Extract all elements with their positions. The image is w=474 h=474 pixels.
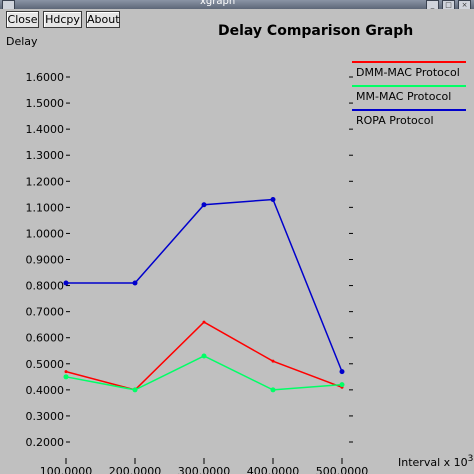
- data-point: [201, 353, 207, 359]
- y-tick-label: 1.6000: [26, 71, 65, 84]
- series-layer: [63, 197, 345, 393]
- legend-label: MM-MAC Protocol: [356, 90, 451, 103]
- window-menu-icon[interactable]: [2, 0, 15, 9]
- x-tick-label: 500.0000: [316, 465, 369, 474]
- data-point: [339, 369, 345, 375]
- y-tick-label: 0.4000: [26, 384, 65, 397]
- x-axis-ticks: 100.0000 200.0000 300.0000 400.0000 500.0000: [40, 458, 369, 474]
- data-point: [270, 197, 276, 203]
- legend: DMM-MAC Protocol MM-MAC Protocol ROPA Prot…: [352, 61, 466, 127]
- data-point: [63, 280, 69, 286]
- window-titlebar: xgraph _ □ ×: [0, 0, 474, 9]
- series-line: [66, 198, 343, 372]
- close-button[interactable]: Close: [6, 11, 39, 28]
- x-axis-label: Interval x 103: [398, 454, 473, 469]
- x-tick-label: 200.0000: [109, 465, 162, 474]
- y-tick-label: 0.8000: [26, 280, 65, 293]
- data-point: [201, 202, 207, 208]
- y-tick-label: 0.3000: [26, 410, 65, 423]
- series-line: [65, 355, 343, 391]
- y-tick-label: 1.3000: [26, 149, 65, 162]
- data-point: [64, 370, 68, 374]
- data-point: [202, 320, 206, 324]
- window-title: xgraph: [200, 0, 236, 7]
- data-point: [270, 387, 276, 393]
- data-point: [132, 387, 138, 393]
- y-axis-ticks: 0.2000 0.3000 0.4000 0.5000 0.6000 0.7000 0.80…: [26, 71, 353, 449]
- x-tick-label: 400.0000: [247, 465, 300, 474]
- y-axis-label: Delay: [6, 35, 38, 48]
- data-point: [132, 280, 138, 286]
- data-point: [339, 382, 345, 388]
- data-point: [271, 359, 275, 363]
- y-tick-label: 0.2000: [26, 436, 65, 449]
- legend-label: DMM-MAC Protocol: [356, 66, 460, 79]
- about-button[interactable]: About: [86, 11, 120, 28]
- legend-label: ROPA Protocol: [356, 114, 434, 127]
- x-axis-label-exponent: 3: [468, 454, 474, 464]
- maximize-icon[interactable]: □: [442, 0, 455, 9]
- y-tick-label: 0.5000: [26, 358, 65, 371]
- y-tick-label: 0.6000: [26, 332, 65, 345]
- minimize-icon[interactable]: _: [426, 0, 439, 9]
- data-point: [63, 374, 69, 380]
- x-tick-label: 300.0000: [178, 465, 231, 474]
- y-tick-label: 1.4000: [26, 123, 65, 136]
- y-tick-label: 0.9000: [26, 254, 65, 267]
- close-window-icon[interactable]: ×: [458, 0, 471, 9]
- x-axis-label-base: Interval x 10: [398, 456, 468, 469]
- chart-title: Delay Comparison Graph: [218, 23, 413, 39]
- x-tick-label: 100.0000: [40, 465, 93, 474]
- y-tick-label: 1.2000: [26, 175, 65, 188]
- y-tick-label: 1.0000: [26, 227, 65, 240]
- y-tick-label: 0.7000: [26, 306, 65, 319]
- hardcopy-button[interactable]: Hdcpy: [43, 11, 82, 28]
- y-tick-label: 1.5000: [26, 97, 65, 110]
- y-tick-label: 1.1000: [26, 201, 65, 214]
